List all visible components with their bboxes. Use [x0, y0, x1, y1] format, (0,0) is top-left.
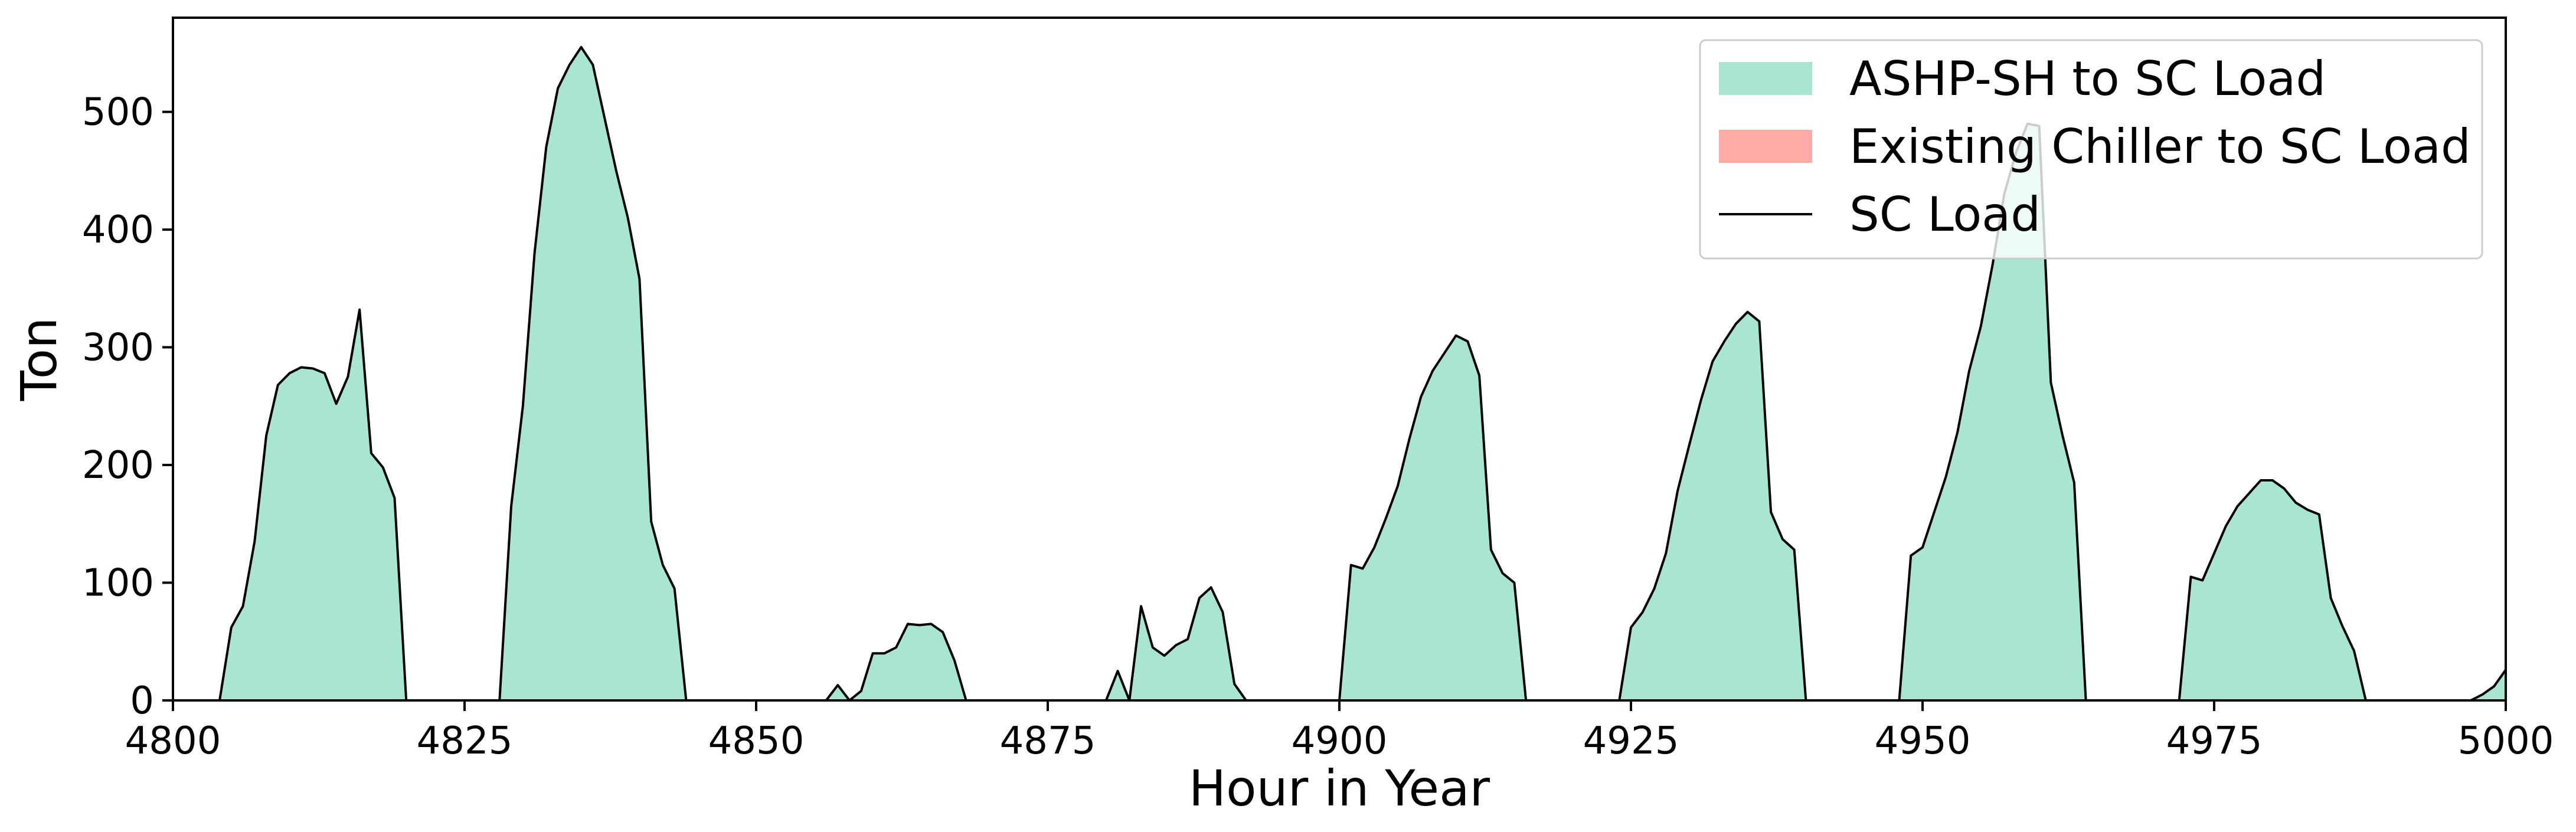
- y-axis-title: Ton: [10, 317, 68, 402]
- x-tick-label: 4950: [1875, 719, 1971, 763]
- x-tick-label: 4800: [125, 719, 221, 763]
- y-tick-label: 400: [82, 208, 154, 252]
- x-tick-label: 4925: [1583, 719, 1679, 763]
- x-tick-label: 4825: [417, 719, 513, 763]
- y-tick-label: 300: [82, 326, 154, 370]
- x-axis-title: Hour in Year: [1189, 759, 1490, 817]
- x-tick-label: 4900: [1292, 719, 1388, 763]
- legend-label-ashp: ASHP-SH to SC Load: [1849, 51, 2326, 106]
- axes: 4800 4825 4850 4875 4900 4925 4950 4975 5000 0 100…: [82, 17, 2554, 763]
- x-tick-label: 4850: [708, 719, 805, 763]
- legend: ASHP-SH to SC Load Existing Chiller to S…: [1699, 39, 2483, 260]
- y-tick-label: 200: [82, 444, 154, 487]
- legend-swatch-existing-chiller: [1719, 130, 1812, 163]
- legend-label-sc-load: SC Load: [1849, 187, 2041, 242]
- x-tick-label: 4875: [1000, 719, 1096, 763]
- x-tick-label: 5000: [2458, 719, 2554, 763]
- y-tick-label: 500: [82, 91, 154, 135]
- legend-label-existing-chiller: Existing Chiller to SC Load: [1849, 119, 2471, 174]
- x-tick-label: 4975: [2166, 719, 2263, 763]
- legend-frame: [1699, 39, 2483, 260]
- line-sc-load: [173, 45, 2507, 702]
- y-tick-label: 0: [130, 679, 154, 723]
- y-tick-label: 100: [82, 562, 154, 605]
- area-ashp-sh: [173, 47, 2506, 700]
- legend-swatch-ashp: [1719, 62, 1812, 95]
- plot-area: [173, 45, 2507, 702]
